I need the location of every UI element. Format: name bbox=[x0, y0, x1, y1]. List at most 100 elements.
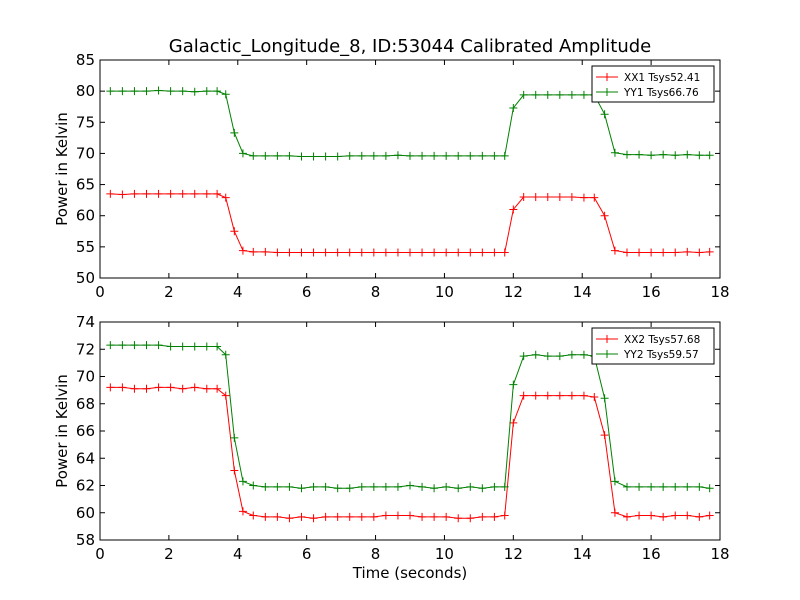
chart-1-x-tick-label: 2 bbox=[164, 545, 174, 563]
chart-title: Galactic_Longitude_8, ID:53044 Calibrate… bbox=[169, 36, 651, 57]
chart-1-series-0-point bbox=[478, 512, 487, 521]
chart-0-series-0-point bbox=[478, 248, 487, 257]
chart-0-series-0-point bbox=[333, 248, 342, 257]
chart-0-series-1-point bbox=[579, 90, 588, 99]
chart-0-series-1-point bbox=[166, 87, 175, 96]
chart-0-series-0-point bbox=[321, 248, 330, 257]
chart-0-series-0-point bbox=[357, 248, 366, 257]
chart-0-x-tick-label: 6 bbox=[302, 283, 312, 301]
chart-0-series-0-point bbox=[671, 248, 680, 257]
chart-0-series-1-point bbox=[509, 103, 518, 112]
chart-0-series-0-point bbox=[249, 247, 258, 256]
chart-0-series-0-point bbox=[490, 248, 499, 257]
chart-0-y-tick-label: 70 bbox=[76, 144, 95, 162]
chart-1-series-0-point bbox=[531, 391, 540, 400]
chart-1-series-1-point bbox=[345, 484, 354, 493]
chart-0-series-1-point bbox=[142, 87, 151, 96]
chart-1-series-1-point bbox=[142, 341, 151, 350]
chart-1-series-1-point bbox=[430, 484, 439, 493]
chart-0-series-1-point bbox=[261, 151, 270, 160]
chart-0-series-1-point bbox=[202, 87, 211, 96]
chart-1-series-1-point bbox=[238, 477, 247, 486]
chart-0-series-0-point bbox=[285, 248, 294, 257]
chart-1-series-1-point bbox=[500, 482, 509, 491]
chart-0-series-0-point bbox=[519, 193, 528, 202]
chart-0-series-0-point bbox=[600, 211, 609, 220]
chart-0-series-1-point bbox=[230, 128, 239, 137]
chart-1-series-0-point bbox=[221, 391, 230, 400]
chart-1-series-1-point bbox=[261, 482, 270, 491]
chart-0-series-0-point bbox=[590, 193, 599, 202]
chart-0-series-1-point bbox=[154, 86, 163, 95]
chart-0-series-0-point bbox=[659, 248, 668, 257]
chart-1-series-0-point bbox=[166, 383, 175, 392]
chart-1-y-tick-label: 72 bbox=[76, 340, 95, 358]
chart-1-series-0-point bbox=[695, 512, 704, 521]
chart-1-series-0-point bbox=[381, 511, 390, 520]
chart-0-series-1-point bbox=[130, 87, 139, 96]
chart-1-series-1-point bbox=[202, 342, 211, 351]
chart-1-series-1-point bbox=[531, 350, 540, 359]
chart-1-series-1-point bbox=[647, 482, 656, 491]
chart-1-series-1-point bbox=[178, 342, 187, 351]
chart-1-series-1-point bbox=[683, 482, 692, 491]
chart-1-x-tick-label: 0 bbox=[95, 545, 105, 563]
chart-0-series-0-point bbox=[635, 248, 644, 257]
chart-1-series-1-point bbox=[695, 482, 704, 491]
chart-1-series-1-point bbox=[466, 482, 475, 491]
chart-0-series-0-point bbox=[369, 248, 378, 257]
chart-0-series-0-point bbox=[381, 248, 390, 257]
chart-0-y-tick-label: 85 bbox=[76, 51, 95, 69]
chart-0-y-tick-label: 60 bbox=[76, 207, 95, 225]
chart-0-series-0-point bbox=[623, 248, 631, 257]
chart-0-series-0-point bbox=[543, 193, 552, 202]
chart-1-x-tick-label: 12 bbox=[504, 545, 523, 563]
chart-1-series-1-point bbox=[567, 350, 576, 359]
chart-1-y-tick-label: 66 bbox=[76, 422, 95, 440]
chart-1-series-1-point bbox=[705, 484, 714, 493]
chart-0-series-0-point bbox=[555, 193, 564, 202]
chart-0-series-1-point bbox=[623, 150, 631, 159]
chart-0-series-0-point bbox=[531, 193, 540, 202]
chart-0-legend-label-0: XX1 Tsys52.41 bbox=[624, 72, 700, 84]
chart-1-series-0-point bbox=[202, 384, 211, 393]
chart-1-legend bbox=[591, 327, 715, 365]
chart-0-series-1-point bbox=[430, 151, 439, 160]
chart-1-series-1-point bbox=[249, 481, 258, 490]
chart-1-series-0-point bbox=[106, 383, 115, 392]
chart-1-legend-label-1: YY2 Tsys59.57 bbox=[623, 349, 699, 361]
chart-1-y-tick-label: 64 bbox=[76, 449, 95, 467]
chart-0-series-1-point bbox=[106, 87, 115, 96]
chart-1-series-0-point bbox=[705, 511, 714, 520]
chart-0-series-0-point bbox=[406, 248, 414, 257]
chart-1-series-0-point bbox=[454, 514, 463, 523]
chart-1-series-0-point bbox=[466, 514, 475, 523]
chart-0-series-1-point bbox=[297, 152, 306, 161]
chart-1-series-1-point bbox=[406, 481, 414, 490]
chart-1-series-1-point bbox=[381, 482, 390, 491]
chart-1-series-0-point bbox=[600, 431, 609, 440]
chart-0-x-tick-label: 8 bbox=[371, 283, 381, 301]
chart-1-series-0-point bbox=[273, 512, 282, 521]
chart-1-series-1-point bbox=[579, 350, 588, 359]
chart-0-series-0-point bbox=[261, 247, 270, 256]
chart-0-series-1-point bbox=[221, 90, 230, 99]
chart-0-series-1-point bbox=[178, 87, 187, 96]
chart-1-series-0-point bbox=[659, 512, 668, 521]
chart-1-series-1-point bbox=[213, 342, 222, 351]
chart-0-series-0-point bbox=[393, 248, 402, 257]
chart-1-series-0-point bbox=[406, 511, 414, 520]
chart-1-series-1-point bbox=[106, 341, 115, 350]
chart-0-series-1-point bbox=[519, 90, 528, 99]
chart-0-series-1-point bbox=[695, 151, 704, 160]
chart-0-series-1-point bbox=[610, 148, 619, 157]
chart-1-series-0-point bbox=[579, 391, 588, 400]
chart-0-series-1-point bbox=[442, 151, 451, 160]
chart-1-series-1-point bbox=[671, 482, 680, 491]
chart-1-x-tick-label: 4 bbox=[233, 545, 243, 563]
chart-0-series-1-point bbox=[213, 87, 222, 96]
chart-1-legend-marker-1 bbox=[603, 350, 611, 358]
chart-0-series-0-point bbox=[610, 246, 619, 255]
chart-1-series-0-point bbox=[567, 391, 576, 400]
chart-0-x-tick-label: 12 bbox=[504, 283, 523, 301]
